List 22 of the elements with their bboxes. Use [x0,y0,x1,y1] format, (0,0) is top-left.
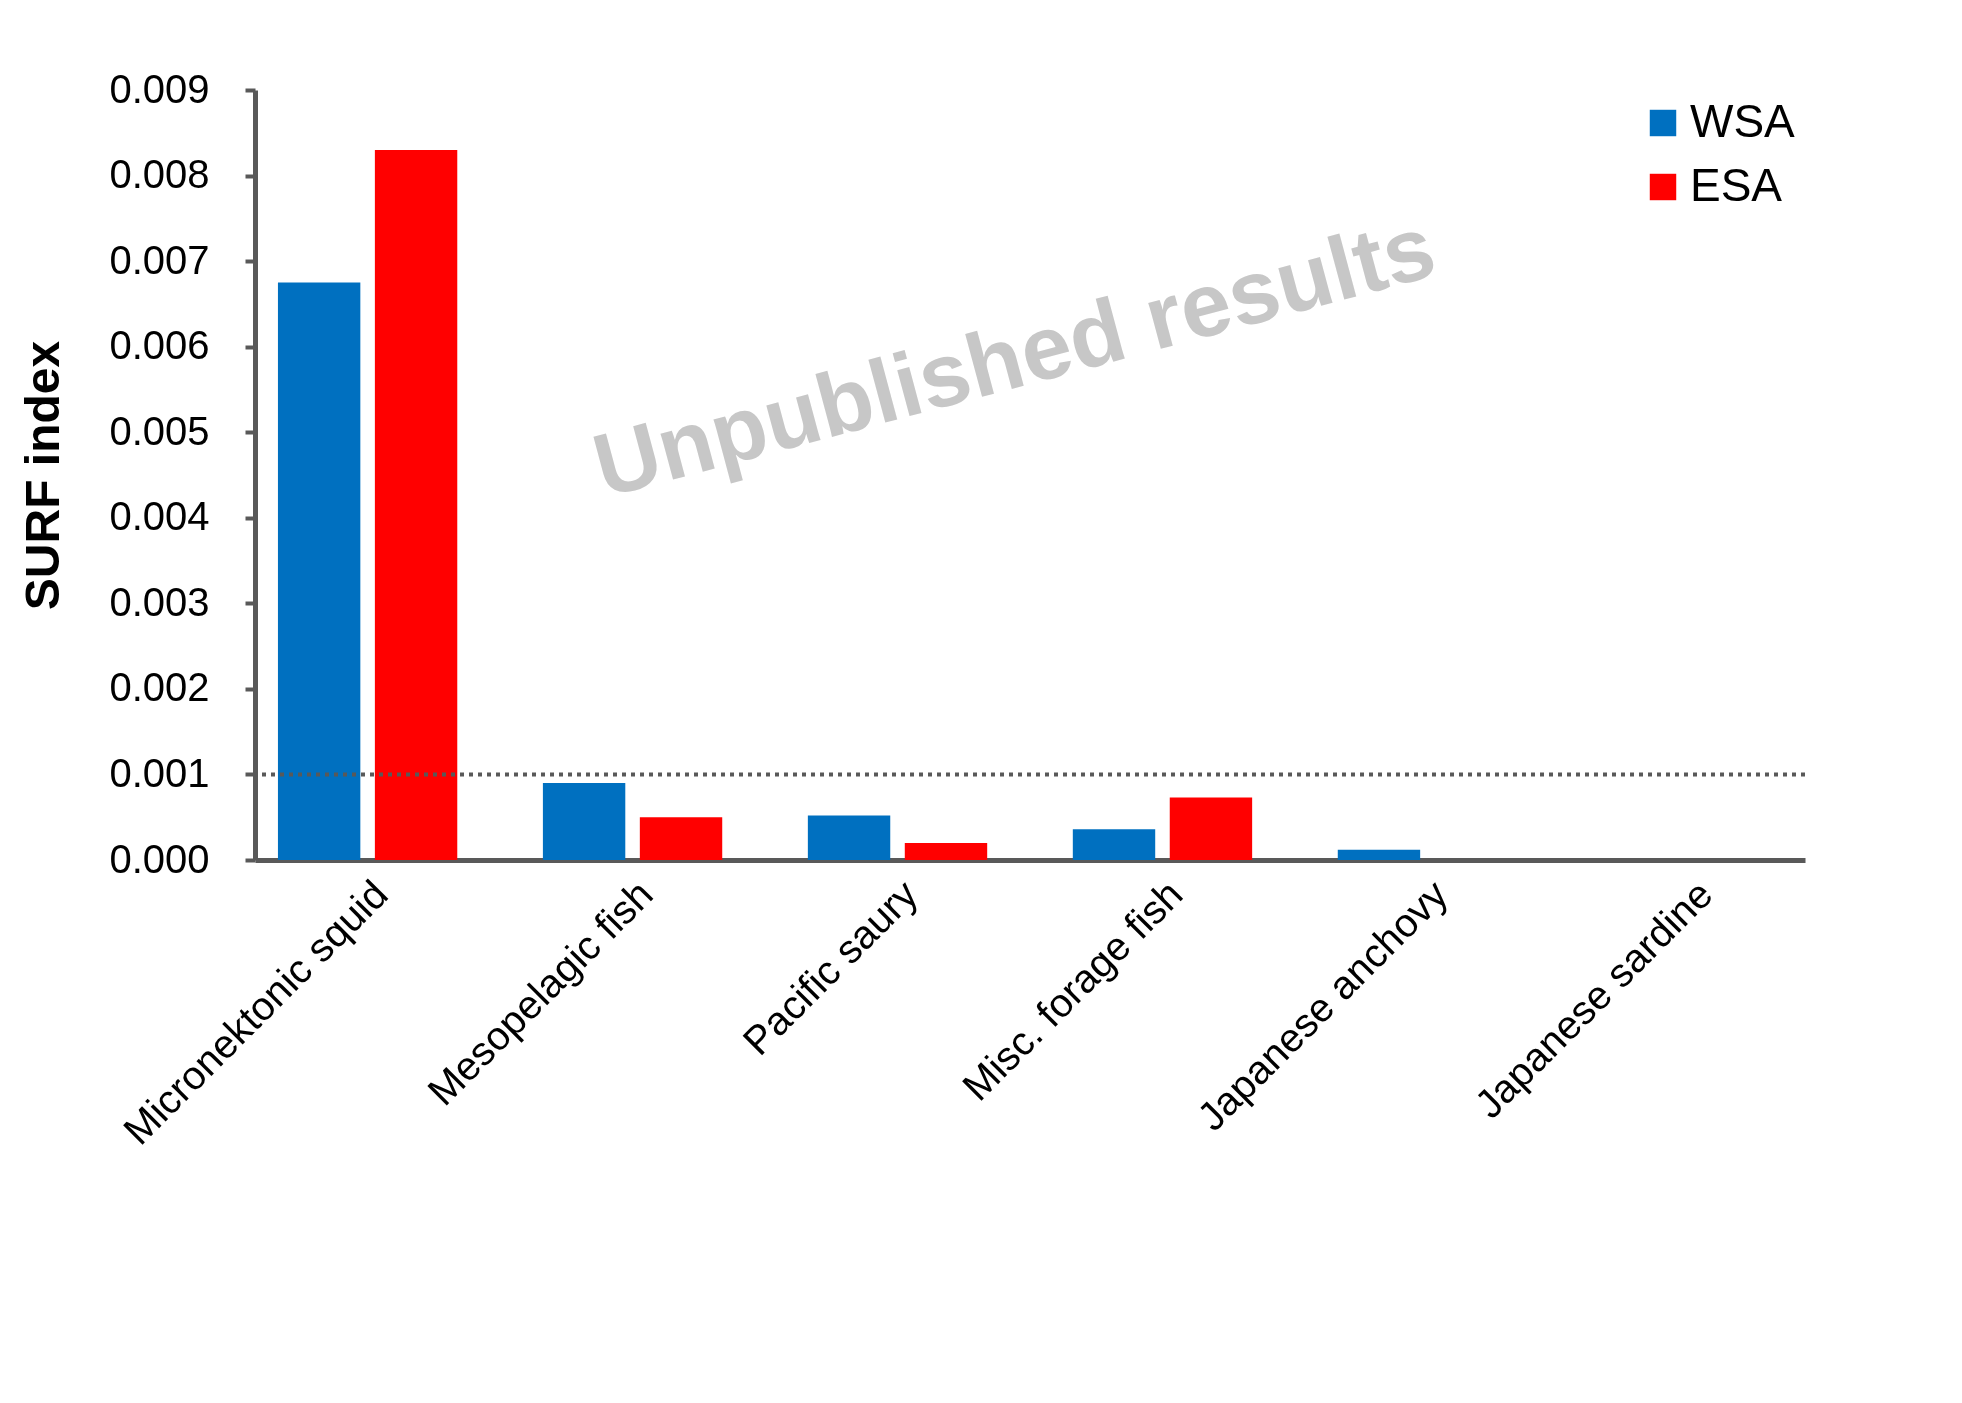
bar [542,783,626,860]
bar [1169,797,1253,860]
legend-label: ESA [1690,159,1783,211]
y-tick-label: 0.001 [109,750,210,795]
bar [374,149,458,860]
legend-label: WSA [1690,95,1796,147]
y-tick-label: 0.003 [109,579,210,624]
y-tick-label: 0.006 [109,323,210,368]
y-tick-label: 0.009 [109,66,210,111]
y-tick-label: 0.004 [109,494,210,539]
y-tick-label: 0.005 [109,408,210,453]
y-axis-title: SURF index [16,340,70,611]
bar [904,842,988,860]
y-tick-label: 0.008 [109,152,210,197]
y-tick-label: 0.002 [109,665,210,710]
bar [639,817,723,860]
y-tick-label: 0.000 [109,836,210,881]
bar [1337,849,1421,860]
bar [1072,829,1156,860]
bar [807,815,891,860]
bar [277,282,361,860]
y-tick-label: 0.007 [109,237,210,282]
